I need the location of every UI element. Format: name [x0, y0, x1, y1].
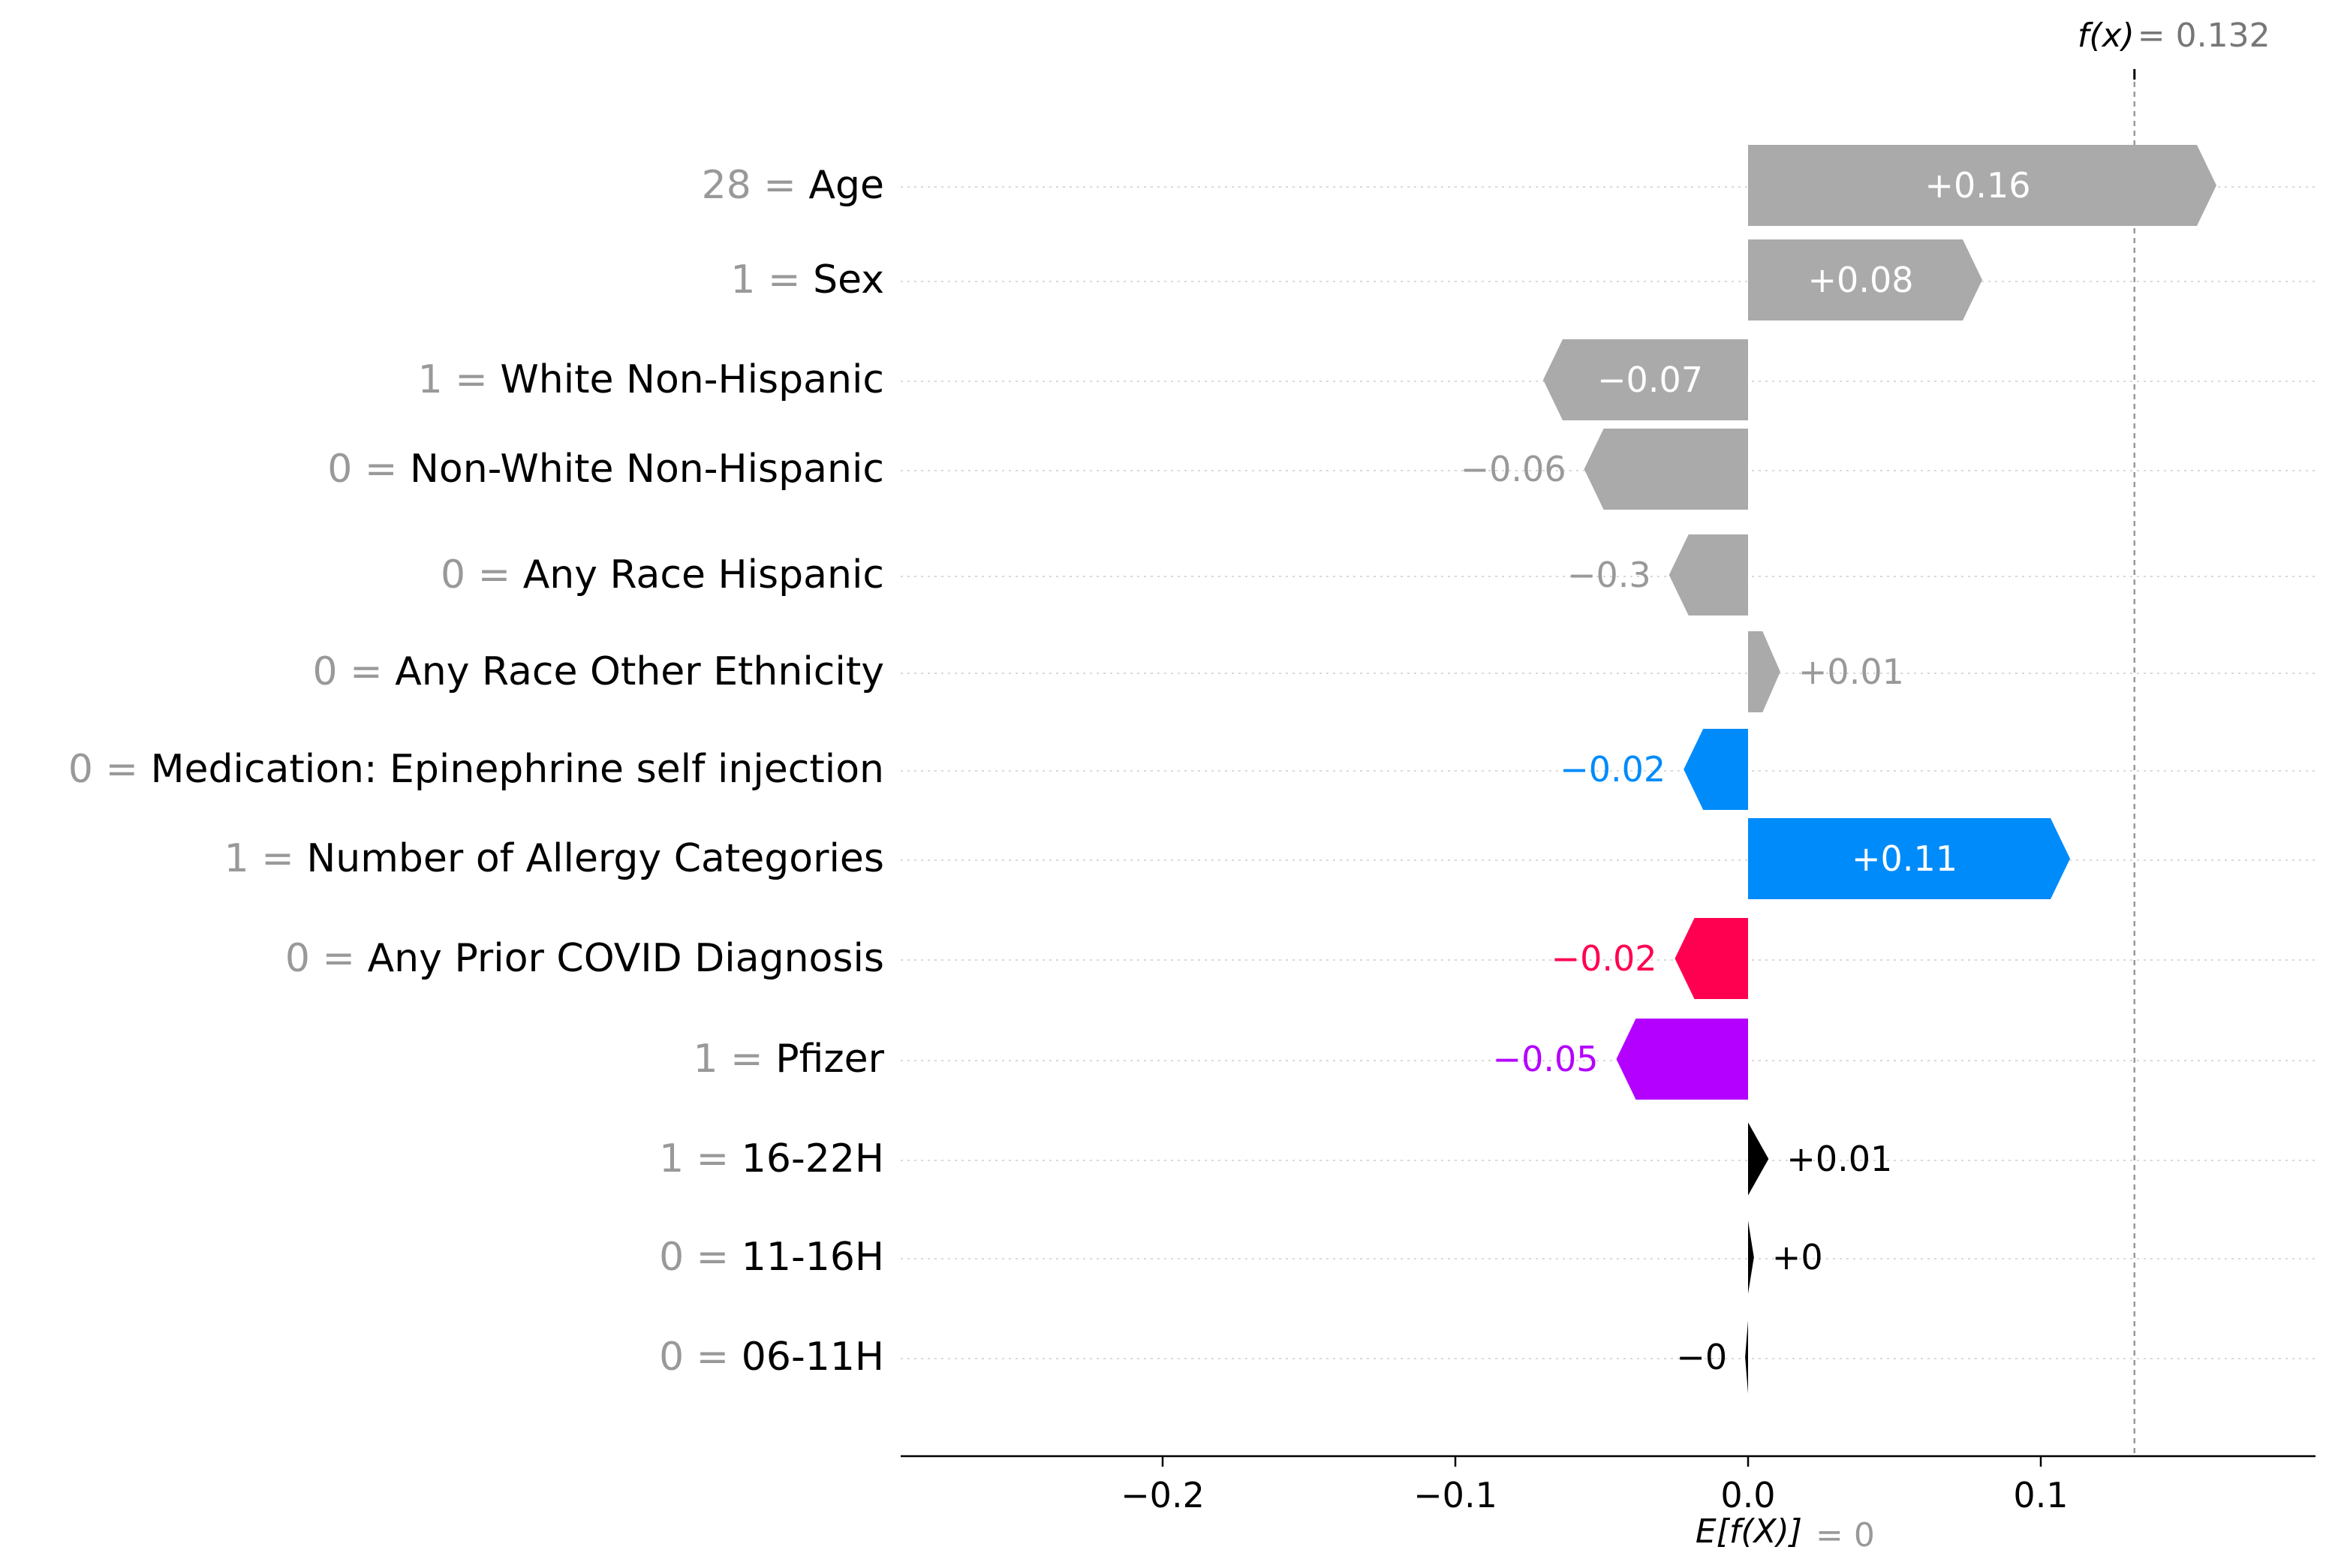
feature-equals: =	[249, 836, 307, 881]
feature-value: 1	[659, 1136, 684, 1181]
feature-equals: =	[338, 649, 396, 694]
x-tick-label: −0.1	[1413, 1475, 1497, 1515]
feature-name: Number of Allergy Categories	[306, 836, 884, 881]
fx-label: f(x)	[2078, 17, 2135, 55]
feature-label: 1 = Pfizer	[693, 1037, 884, 1082]
feature-value: 1	[730, 257, 755, 302]
x-tick-label: −0.2	[1121, 1475, 1205, 1515]
feature-equals: =	[310, 936, 368, 981]
shap-value-label: +0.08	[1808, 260, 1914, 300]
feature-name: Pfizer	[775, 1037, 884, 1082]
feature-value: 1	[693, 1037, 718, 1082]
shap-value-label: −0	[1676, 1337, 1727, 1377]
feature-name: Non-White Non-Hispanic	[410, 447, 884, 492]
shap-bar	[1748, 1122, 1769, 1196]
bars-group: +0.16 +0.08 −0.07 −0.06 −0.3 +0.01 −0.02 +0.11 −…	[1461, 145, 2216, 1394]
feature-name: Any Race Other Ethnicity	[395, 649, 884, 694]
feature-name: 11-16H	[742, 1235, 884, 1280]
shap-bar	[1748, 818, 2070, 899]
feature-equals: =	[684, 1335, 742, 1380]
shap-bar	[1684, 729, 1748, 810]
feature-equals: =	[684, 1136, 742, 1181]
feature-name: Any Prior COVID Diagnosis	[368, 936, 884, 981]
feature-label: 0 = Any Race Hispanic	[441, 552, 884, 597]
shap-bar	[1669, 534, 1748, 615]
shap-bar	[1748, 1220, 1754, 1294]
shap-value-label: +0	[1772, 1237, 1823, 1278]
x-tick-label: 0.1	[2013, 1475, 2068, 1515]
feature-value: 0	[659, 1335, 684, 1380]
feature-label: 0 = Medication: Epinephrine self injecti…	[68, 747, 884, 792]
feature-value: 1	[224, 836, 249, 881]
feature-name: 06-11H	[742, 1335, 884, 1380]
feature-value: 0	[659, 1235, 684, 1280]
shap-bar	[1584, 429, 1748, 510]
feature-equals: =	[751, 163, 809, 208]
shap-bar	[1745, 1320, 1748, 1394]
shap-value-label: +0.01	[1798, 652, 1904, 692]
feature-label: 1 = White Non-Hispanic	[418, 357, 884, 402]
shap-value-label: −0.06	[1461, 449, 1566, 489]
x-axis: −0.2 −0.1 0.0 0.1	[901, 1455, 2315, 1515]
shap-value-label: +0.16	[1925, 165, 2031, 206]
shap-bar	[1616, 1019, 1748, 1100]
feature-equals: =	[443, 357, 501, 402]
feature-label: 0 = 06-11H	[659, 1335, 884, 1380]
feature-value: 0	[285, 936, 310, 981]
shap-value-label: −0.3	[1567, 555, 1651, 595]
fx-annotation: f(x) = 0.132	[2078, 17, 2270, 55]
feature-equals: =	[465, 552, 523, 597]
ex-label: E[f(X)]	[1696, 1512, 1802, 1551]
shap-bar	[1675, 918, 1748, 999]
shap-bar	[1543, 339, 1748, 420]
feature-equals: =	[718, 1037, 776, 1082]
feature-equals: =	[684, 1235, 742, 1280]
feature-value: 0	[327, 447, 352, 492]
feature-equals: =	[93, 747, 151, 792]
feature-name: White Non-Hispanic	[500, 357, 884, 402]
shap-value-label: +0.01	[1786, 1139, 1892, 1179]
feature-label: 1 = 16-22H	[659, 1136, 884, 1181]
feature-name: Sex	[813, 257, 884, 302]
ex-value: = 0	[1816, 1516, 1875, 1554]
feature-equals: =	[756, 257, 814, 302]
feature-label: 0 = Any Race Other Ethnicity	[312, 649, 884, 694]
shap-value-label: +0.11	[1852, 838, 1957, 879]
feature-name: 16-22H	[742, 1136, 884, 1181]
shap-value-label: −0.05	[1493, 1039, 1599, 1079]
shap-value-label: −0.02	[1551, 938, 1657, 979]
feature-label: 0 = 11-16H	[659, 1235, 884, 1280]
feature-value: 0	[441, 552, 465, 597]
feature-name: Age	[808, 163, 884, 208]
shap-bar	[1748, 631, 1780, 712]
feature-label: 1 = Sex	[730, 257, 884, 302]
feature-label: 0 = Non-White Non-Hispanic	[327, 447, 884, 492]
shap-bar	[1748, 145, 2216, 226]
ex-annotation: E[f(X)] = 0	[1696, 1512, 1875, 1554]
feature-equals: =	[352, 447, 410, 492]
feature-label: 1 = Number of Allergy Categories	[224, 836, 884, 881]
feature-label: 28 = Age	[702, 163, 884, 208]
shap-value-label: −0.07	[1597, 360, 1703, 400]
x-tick-label: 0.0	[1720, 1475, 1775, 1515]
fx-value: = 0.132	[2138, 17, 2270, 55]
feature-value: 28	[702, 163, 751, 208]
feature-value: 0	[312, 649, 337, 694]
feature-value: 1	[418, 357, 443, 402]
shap-bar	[1748, 239, 1982, 321]
shap-value-label: −0.02	[1560, 749, 1666, 790]
feature-name: Any Race Hispanic	[523, 552, 884, 597]
feature-label: 0 = Any Prior COVID Diagnosis	[285, 936, 884, 981]
feature-name: Medication: Epinephrine self injection	[151, 747, 884, 792]
feature-value: 0	[68, 747, 93, 792]
